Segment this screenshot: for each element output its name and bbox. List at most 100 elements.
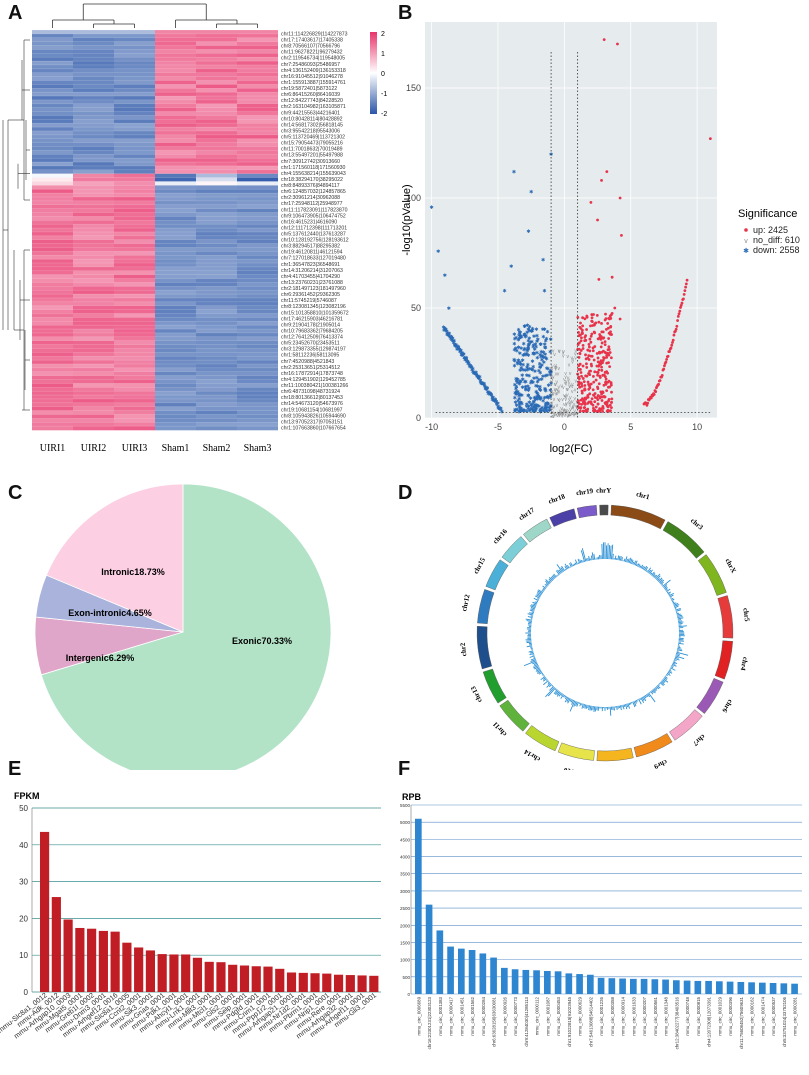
volcano-point-down: ✱ [517,403,521,409]
heatmap-cell [32,130,73,136]
volcano-point-down: ✱ [475,374,479,380]
heatmap-cell [155,274,196,279]
volcano-point-nodiff: v [552,375,555,381]
chromosome-label: chr12 [460,593,472,612]
volcano-point-down: ✱ [532,343,536,349]
volcano-point-down: ✱ [535,403,539,409]
circos-track-bar [529,612,534,615]
volcano-point-nodiff: v [563,407,566,413]
volcano-point-up [601,373,605,377]
volcano-point-down: ✱ [496,401,500,407]
heatmap-cell [32,340,73,345]
circos-track-bar [553,573,557,578]
volcano-point-up [590,332,594,336]
heatmap-cell [155,363,196,369]
heatmap-cell [196,208,237,213]
heatmap-cell [155,332,196,338]
heatmap-cell [155,193,196,198]
volcano-point-nodiff: v [565,401,568,407]
volcano-point-down: ✱ [513,391,517,397]
heatmap-cell [114,30,155,35]
volcano-point-up [581,377,585,380]
volcano-point-down: ✱ [521,377,525,383]
volcano-point-nodiff: v [569,407,572,413]
chromosome-label: chr13 [469,684,484,703]
heatmap-cell [73,96,114,101]
volcano-point-down: ✱ [530,328,534,334]
volcano-point-up [600,407,604,410]
volcano-point-down: ✱ [486,390,490,396]
circos-track-bar [601,543,603,560]
volcano-point-down: ✱ [541,258,545,264]
volcano-point-down: ✱ [520,408,524,414]
circos-track-bar [609,706,612,716]
volcano-point-up [580,336,583,340]
rpb-x-tick: mmu_circ_0000748 [685,996,690,1035]
volcano-point-up [594,321,598,325]
volcano-point-down: ✱ [544,336,548,342]
heatmap-row-label: chr15:79054473|79055216 [281,141,343,147]
volcano-point-down: ✱ [529,403,533,409]
heatmap-row-label: chr1:171560118|171560930 [281,165,346,171]
heatmap-cell [237,259,278,264]
volcano-point-nodiff: v [551,367,554,373]
circos-track-bar [666,591,669,594]
heatmap-cell [155,208,196,213]
volcano-point-down: ✱ [430,205,434,211]
heatmap-cell [196,130,237,136]
heatmap-cell [114,111,155,116]
heatmap-cell [237,37,278,42]
circos-track-bar [574,559,578,565]
volcano-point-down: ✱ [527,386,531,392]
volcano-point-up [663,364,666,368]
heatmap-cell [196,154,237,159]
volcano-point-down: ✱ [522,324,526,330]
volcano-point-down: ✱ [512,364,516,370]
circos-track-bar [544,585,547,588]
volcano-point-down: ✱ [524,379,528,385]
circos-track-bar [550,576,554,581]
volcano-point-down: ✱ [497,406,501,412]
heatmap-cell [155,383,196,388]
volcano-point-down: ✱ [545,401,549,407]
volcano-point-down: ✱ [464,357,468,363]
circos-histogram-track [523,542,689,716]
volcano-point-up [578,351,582,355]
pie-chart: Exonic70.33% Intergenic6.29% Exon-intron… [34,483,332,770]
heatmap-cell [114,146,155,151]
heatmap-cell [114,150,155,155]
volcano-point-down: ✱ [519,334,523,340]
heatmap-cell [196,340,237,345]
circos-track-bar [672,661,678,664]
heatmap-cell [73,263,114,268]
heatmap-cell [32,282,73,287]
heatmap-cell [237,111,278,116]
heatmap-cell [155,177,196,182]
volcano-point-down: ✱ [474,370,478,376]
heatmap-cell [73,169,114,174]
color-scale-tick: 1 [381,51,385,58]
volcano-point-down: ✱ [519,400,523,406]
rpb-x-tick: chr5:33751024|33752106 [782,996,787,1047]
heatmap-cell [155,251,196,256]
volcano-point-down: ✱ [442,328,446,334]
heatmap-column-label: UIRI2 [81,443,107,454]
circos-track-bar [592,706,594,711]
volcano-point-nodiff: v [562,353,565,359]
heatmap-cell [32,332,73,338]
volcano-point-down: ✱ [516,362,520,368]
heatmap-row-label: chr12:76412509|76413374 [281,335,343,341]
heatmap-cell [114,208,155,213]
circos-track-bar [572,564,575,567]
heatmap-cell [155,61,196,66]
heatmap-cell [73,294,114,299]
heatmap-cell [237,200,278,206]
volcano-point-up [666,354,670,358]
volcano-point-down: ✱ [479,381,483,387]
volcano-point-down: ✱ [513,337,517,343]
volcano-point-up [596,373,599,377]
volcano-point-down: ✱ [547,406,551,412]
circos-track-bar [663,586,668,589]
heatmap-row-label: chr1:107663860|107667654 [281,425,346,431]
volcano-point-up [583,384,587,387]
